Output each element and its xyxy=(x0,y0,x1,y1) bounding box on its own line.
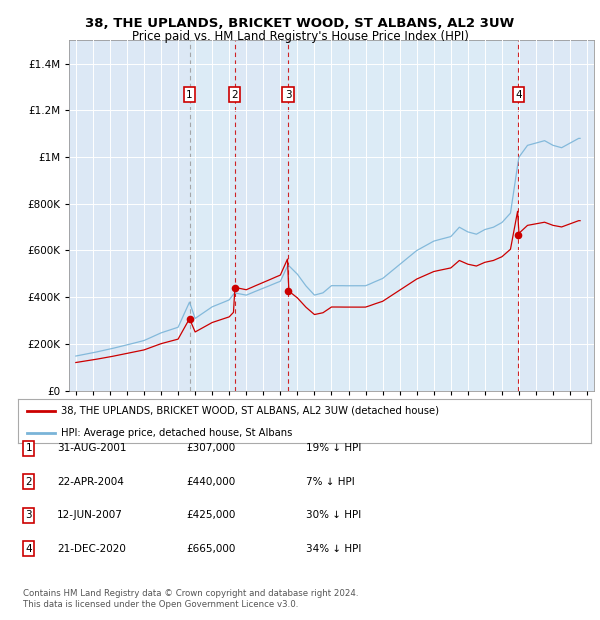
Text: 1: 1 xyxy=(186,90,193,100)
Text: 3: 3 xyxy=(285,90,292,100)
Text: 1: 1 xyxy=(25,443,32,453)
Text: £440,000: £440,000 xyxy=(186,477,235,487)
Text: Price paid vs. HM Land Registry's House Price Index (HPI): Price paid vs. HM Land Registry's House … xyxy=(131,30,469,43)
Text: 34% ↓ HPI: 34% ↓ HPI xyxy=(306,544,361,554)
Bar xyxy=(288,40,518,391)
Text: 4: 4 xyxy=(25,544,32,554)
Text: 19% ↓ HPI: 19% ↓ HPI xyxy=(306,443,361,453)
Text: 7% ↓ HPI: 7% ↓ HPI xyxy=(306,477,355,487)
Text: 38, THE UPLANDS, BRICKET WOOD, ST ALBANS, AL2 3UW (detached house): 38, THE UPLANDS, BRICKET WOOD, ST ALBANS… xyxy=(61,405,439,416)
Text: 21-DEC-2020: 21-DEC-2020 xyxy=(57,544,126,554)
Text: Contains HM Land Registry data © Crown copyright and database right 2024.
This d: Contains HM Land Registry data © Crown c… xyxy=(23,590,358,609)
Text: 2: 2 xyxy=(231,90,238,100)
Text: 30% ↓ HPI: 30% ↓ HPI xyxy=(306,510,361,520)
Text: £425,000: £425,000 xyxy=(186,510,235,520)
Text: 3: 3 xyxy=(25,510,32,520)
Bar xyxy=(190,40,235,391)
Text: 31-AUG-2001: 31-AUG-2001 xyxy=(57,443,127,453)
Text: 4: 4 xyxy=(515,90,522,100)
Text: 2: 2 xyxy=(25,477,32,487)
Text: HPI: Average price, detached house, St Albans: HPI: Average price, detached house, St A… xyxy=(61,428,292,438)
Text: £307,000: £307,000 xyxy=(186,443,235,453)
Text: 12-JUN-2007: 12-JUN-2007 xyxy=(57,510,123,520)
Text: 38, THE UPLANDS, BRICKET WOOD, ST ALBANS, AL2 3UW: 38, THE UPLANDS, BRICKET WOOD, ST ALBANS… xyxy=(85,17,515,30)
Text: £665,000: £665,000 xyxy=(186,544,235,554)
Text: 22-APR-2004: 22-APR-2004 xyxy=(57,477,124,487)
